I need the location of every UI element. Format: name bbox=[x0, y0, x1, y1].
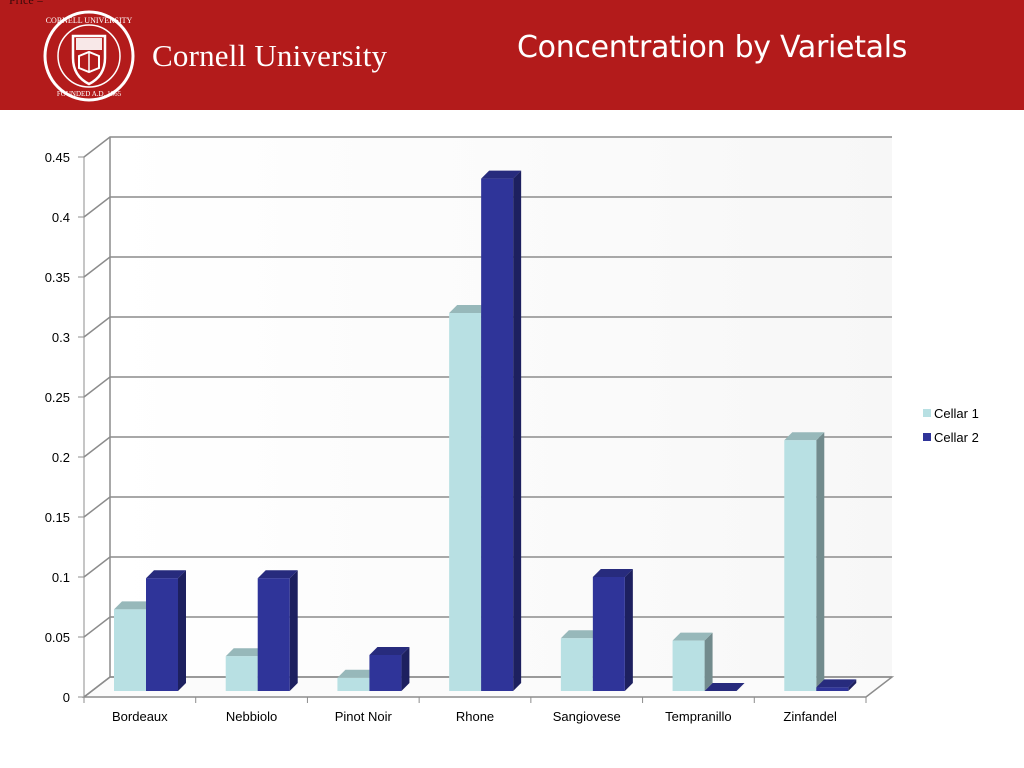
bar-cellar-1-zinfandel bbox=[784, 432, 825, 691]
bar-side bbox=[704, 632, 713, 691]
cornell-seal-logo: CORNELL UNIVERSITY FOUNDED A.D. 1865 bbox=[43, 10, 135, 102]
corner-text: Price = bbox=[9, 0, 44, 7]
bar-top bbox=[784, 432, 825, 441]
x-tick-label: Pinot Noir bbox=[335, 709, 393, 724]
bar-front bbox=[337, 677, 370, 691]
bar-cellar-2-pinot-noir bbox=[369, 647, 410, 691]
bar-side bbox=[624, 569, 633, 691]
y-tick-label: 0.2 bbox=[52, 450, 70, 465]
bar-cellar-2-tempranillo bbox=[704, 683, 745, 691]
y-tick-label: 0.15 bbox=[45, 510, 70, 525]
y-tick-label: 0.4 bbox=[52, 210, 70, 225]
bar-chart: 0 0.05 0.1 0.15 0.2 0.25 0.3 0.35 0.4 0.45 Bordea… bbox=[45, 136, 979, 724]
bar-cellar-2-zinfandel bbox=[816, 679, 857, 691]
y-tick-label: 0.35 bbox=[45, 270, 70, 285]
bar-top bbox=[257, 570, 298, 579]
bar-front bbox=[369, 655, 402, 691]
legend-label-2: Cellar 2 bbox=[934, 430, 979, 445]
y-tick-label: 0.1 bbox=[52, 570, 70, 585]
legend-swatch-2 bbox=[923, 433, 931, 441]
bar-front bbox=[560, 638, 593, 691]
y-axis-ticks: 0 0.05 0.1 0.15 0.2 0.25 0.3 0.35 0.4 0.45 bbox=[45, 150, 84, 705]
bar-front bbox=[257, 578, 290, 691]
bar-top bbox=[114, 601, 154, 610]
y-tick-label: 0.05 bbox=[45, 630, 70, 645]
bar-front bbox=[672, 640, 705, 691]
bar-top bbox=[592, 569, 633, 577]
brand-name: Cornell University bbox=[152, 38, 388, 73]
header-banner: Price = CORNELL UNIVERSITY FOUNDED A.D. … bbox=[0, 0, 1024, 110]
bar-top bbox=[225, 648, 266, 657]
bar-front bbox=[816, 687, 849, 691]
bar-top bbox=[704, 683, 745, 691]
x-tick-label: Rhone bbox=[456, 709, 494, 724]
bar-top bbox=[146, 570, 186, 579]
x-tick-label: Zinfandel bbox=[783, 709, 837, 724]
bar-side bbox=[816, 432, 825, 691]
bar-top bbox=[337, 669, 378, 678]
page-title: Concentration by Varietals bbox=[517, 30, 908, 65]
bar-top bbox=[560, 630, 601, 639]
x-tick-label: Bordeaux bbox=[112, 709, 168, 724]
legend: Cellar 1 Cellar 2 bbox=[923, 406, 979, 445]
bar-top bbox=[369, 647, 410, 655]
bar-cellar-2-sangiovese bbox=[592, 569, 633, 691]
bar-top bbox=[816, 679, 857, 688]
bar-side bbox=[848, 679, 857, 691]
y-tick-label: 0 bbox=[63, 690, 70, 705]
x-tick-label: Sangiovese bbox=[553, 709, 621, 724]
bar-front bbox=[146, 578, 178, 691]
bar-front bbox=[449, 313, 482, 691]
bar-front bbox=[592, 577, 625, 691]
bar-front bbox=[481, 178, 514, 692]
x-tick-label: Nebbiolo bbox=[226, 709, 277, 724]
bar-side bbox=[178, 570, 186, 691]
x-axis-ticks: Bordeaux Nebbiolo Pinot Noir Rhone Sangioves… bbox=[83, 697, 867, 724]
bar-side bbox=[401, 647, 410, 691]
bar-top bbox=[481, 170, 522, 179]
bar-top bbox=[672, 632, 713, 641]
bar-top bbox=[449, 305, 490, 313]
bar-cellar-1-tempranillo bbox=[672, 632, 713, 691]
bar-cellar-2-nebbiolo bbox=[257, 570, 298, 691]
legend-swatch-1 bbox=[923, 409, 931, 417]
svg-text:CORNELL UNIVERSITY: CORNELL UNIVERSITY bbox=[46, 16, 133, 25]
bar-front bbox=[225, 656, 258, 691]
y-tick-label: 0.3 bbox=[52, 330, 70, 345]
legend-label-1: Cellar 1 bbox=[934, 406, 979, 421]
y-tick-label: 0.45 bbox=[45, 150, 70, 165]
svg-text:FOUNDED A.D. 1865: FOUNDED A.D. 1865 bbox=[57, 90, 122, 98]
bar-cellar-2-bordeaux bbox=[146, 570, 186, 691]
bars bbox=[114, 170, 857, 692]
bar-side bbox=[289, 570, 298, 691]
y-tick-label: 0.25 bbox=[45, 390, 70, 405]
bar-front bbox=[114, 609, 146, 691]
bar-front bbox=[784, 440, 817, 691]
bar-cellar-2-rhone bbox=[481, 170, 522, 692]
bar-side bbox=[513, 170, 522, 692]
x-tick-label: Tempranillo bbox=[665, 709, 731, 724]
